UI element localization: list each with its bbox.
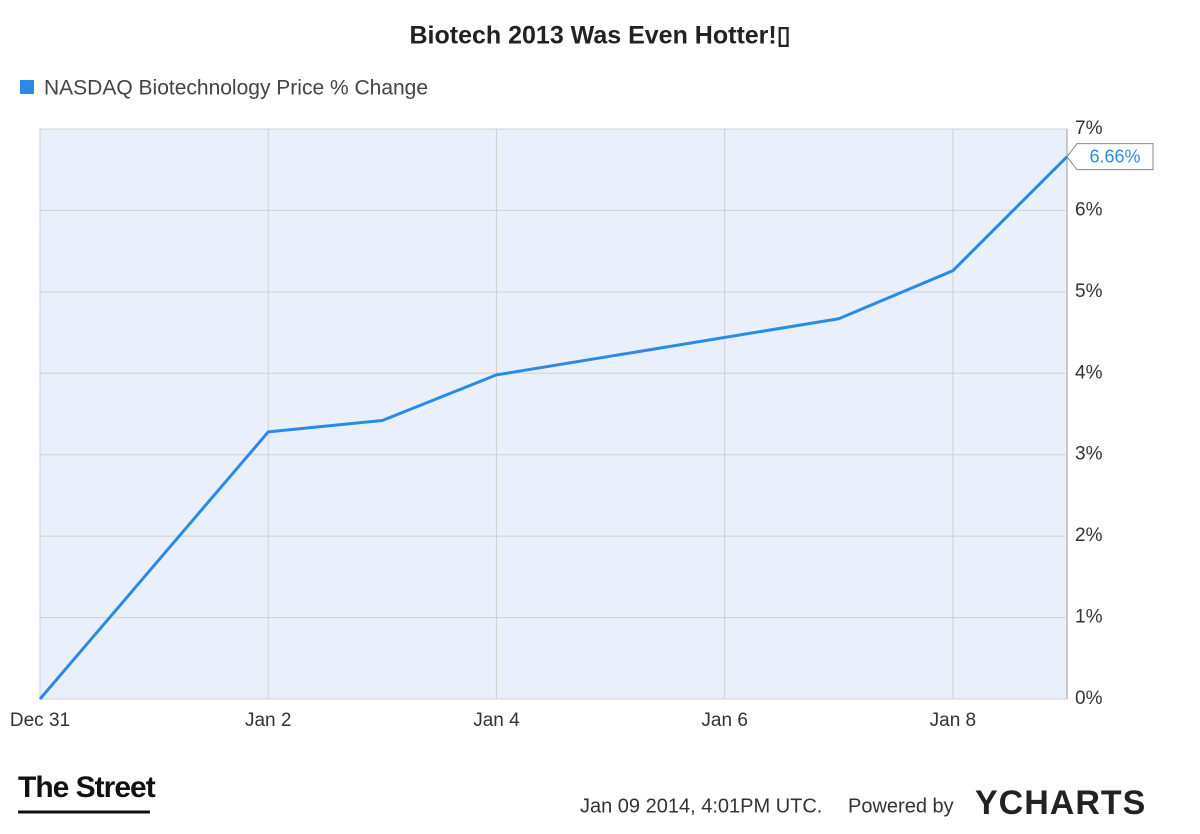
- line: [38, 155, 1069, 700]
- y-tick-label: 0%: [1075, 688, 1103, 709]
- timestamp: Jan 09 2014, 4:01PM UTC.: [580, 795, 822, 817]
- y-tick-label: 5%: [1075, 281, 1103, 302]
- y-tick-label: 6%: [1075, 199, 1103, 220]
- plot-area: [39, 128, 1068, 700]
- legend-label: NASDAQ Biotechnology Price % Change: [44, 77, 428, 100]
- y-tick-label: 3%: [1075, 444, 1103, 465]
- y-tick-label: 7%: [1075, 118, 1103, 139]
- legend-swatch: [20, 80, 34, 94]
- value-label: 6.66%: [1089, 146, 1140, 166]
- y-tick-label: 1%: [1075, 607, 1103, 628]
- the-street-logo: The Street: [18, 771, 157, 814]
- ycharts-logo: YCHARTS: [975, 784, 1146, 822]
- x-tick-label: Jan 4: [473, 710, 520, 731]
- powered-by: Powered by: [848, 795, 954, 817]
- logo-text: The Street: [18, 771, 156, 804]
- y-tick-label: 4%: [1075, 362, 1103, 383]
- value-label-box: [1066, 143, 1154, 171]
- y-tick-label: 2%: [1075, 525, 1103, 546]
- grid: [39, 128, 1067, 700]
- x-tick-label: Jan 2: [245, 710, 291, 731]
- x-tick-label: Jan 6: [701, 710, 747, 731]
- x-tick-label: Dec 31: [10, 710, 70, 731]
- x-tick-label: Jan 8: [930, 710, 976, 731]
- chart-title: Biotech 2013 Was Even Hotter!▯: [410, 22, 791, 50]
